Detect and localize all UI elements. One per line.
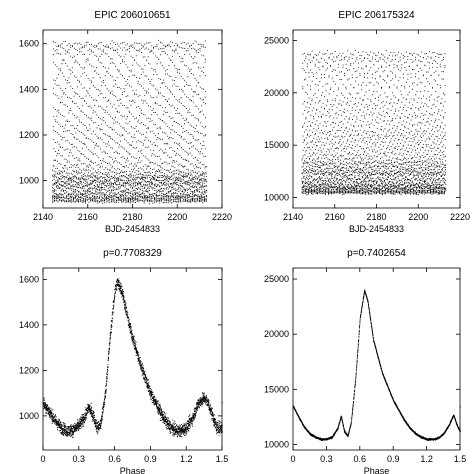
x-tick-label: 2200 (167, 212, 187, 222)
y-tick-label: 1400 (19, 84, 39, 94)
series-points (52, 39, 208, 205)
y-tick-label: 1400 (19, 320, 39, 330)
series-points (301, 49, 447, 196)
x-tick-label: 0 (40, 454, 45, 464)
y-tick-label: 1000 (19, 176, 39, 186)
y-tick-label: 15000 (264, 140, 289, 150)
x-tick-label: 2140 (33, 212, 53, 222)
phase-curve-point (43, 278, 223, 438)
x-tick-label: 0.3 (320, 454, 333, 464)
panel-1: EPIC 206010651 2140 2160 2180 2200 2220 1000 12… (19, 10, 232, 234)
series-points (43, 278, 223, 438)
y-tick-label: 10000 (264, 439, 289, 449)
y-tick-label: 1000 (19, 411, 39, 421)
x-tick-label: 2160 (325, 212, 345, 222)
panel-title: p=0.7708329 (103, 248, 162, 259)
x-axis-label: Phase (120, 466, 146, 474)
x-axis-label: BJD-2454833 (349, 224, 404, 234)
x-tick-label: 0 (290, 454, 295, 464)
panel-2: EPIC 206175324 2140 2160 2180 2200 2220 10000 1… (264, 10, 470, 234)
x-axis-label: BJD-2454833 (105, 224, 160, 234)
x-tick-label: 1.2 (420, 454, 433, 464)
panel-title: EPIC 206010651 (94, 10, 171, 21)
y-tick-label: 25000 (264, 35, 289, 45)
time-series-point (301, 49, 447, 196)
y-tick-label: 1200 (19, 130, 39, 140)
x-tick-label: 0.6 (354, 454, 367, 464)
x-tick-label: 1.2 (180, 454, 193, 464)
phase-curve-point (293, 289, 461, 441)
y-tick-label: 20000 (264, 329, 289, 339)
x-tick-label: 0.9 (144, 454, 157, 464)
x-tick-label: 2180 (122, 212, 142, 222)
y-tick-label: 20000 (264, 88, 289, 98)
y-tick-label: 1200 (19, 365, 39, 375)
x-tick-label: 2220 (212, 212, 232, 222)
x-axis-label: Phase (364, 466, 390, 474)
y-tick-label: 25000 (264, 274, 289, 284)
y-tick-label: 1600 (19, 39, 39, 49)
time-series-point (52, 39, 208, 205)
panel-title: p=0.7402654 (347, 248, 406, 259)
series-points (293, 289, 461, 441)
x-tick-label: 0.3 (73, 454, 86, 464)
x-tick-label: 2200 (408, 212, 428, 222)
y-tick-label: 15000 (264, 384, 289, 394)
plot-frame (292, 267, 461, 451)
x-tick-label: 2180 (366, 212, 386, 222)
y-tick-label: 1600 (19, 274, 39, 284)
x-tick-label: 1.5 (216, 454, 229, 464)
panel-title: EPIC 206175324 (338, 10, 415, 21)
x-tick-label: 2160 (78, 212, 98, 222)
x-tick-label: 2140 (283, 212, 303, 222)
x-tick-label: 0.6 (108, 454, 121, 464)
panel-3: p=0.7708329 0 0.3 0.6 0.9 1.2 1.5 1000 1200 1400 1… (19, 248, 228, 474)
x-tick-label: 1.5 (454, 454, 467, 464)
y-tick-label: 10000 (264, 193, 289, 203)
plot-frame (42, 267, 223, 451)
panel-4: p=0.7402654 0 0.3 0.6 0.9 1.2 1.5 10000 15000 200… (264, 248, 466, 474)
x-tick-label: 0.9 (387, 454, 400, 464)
x-tick-label: 2220 (450, 212, 470, 222)
